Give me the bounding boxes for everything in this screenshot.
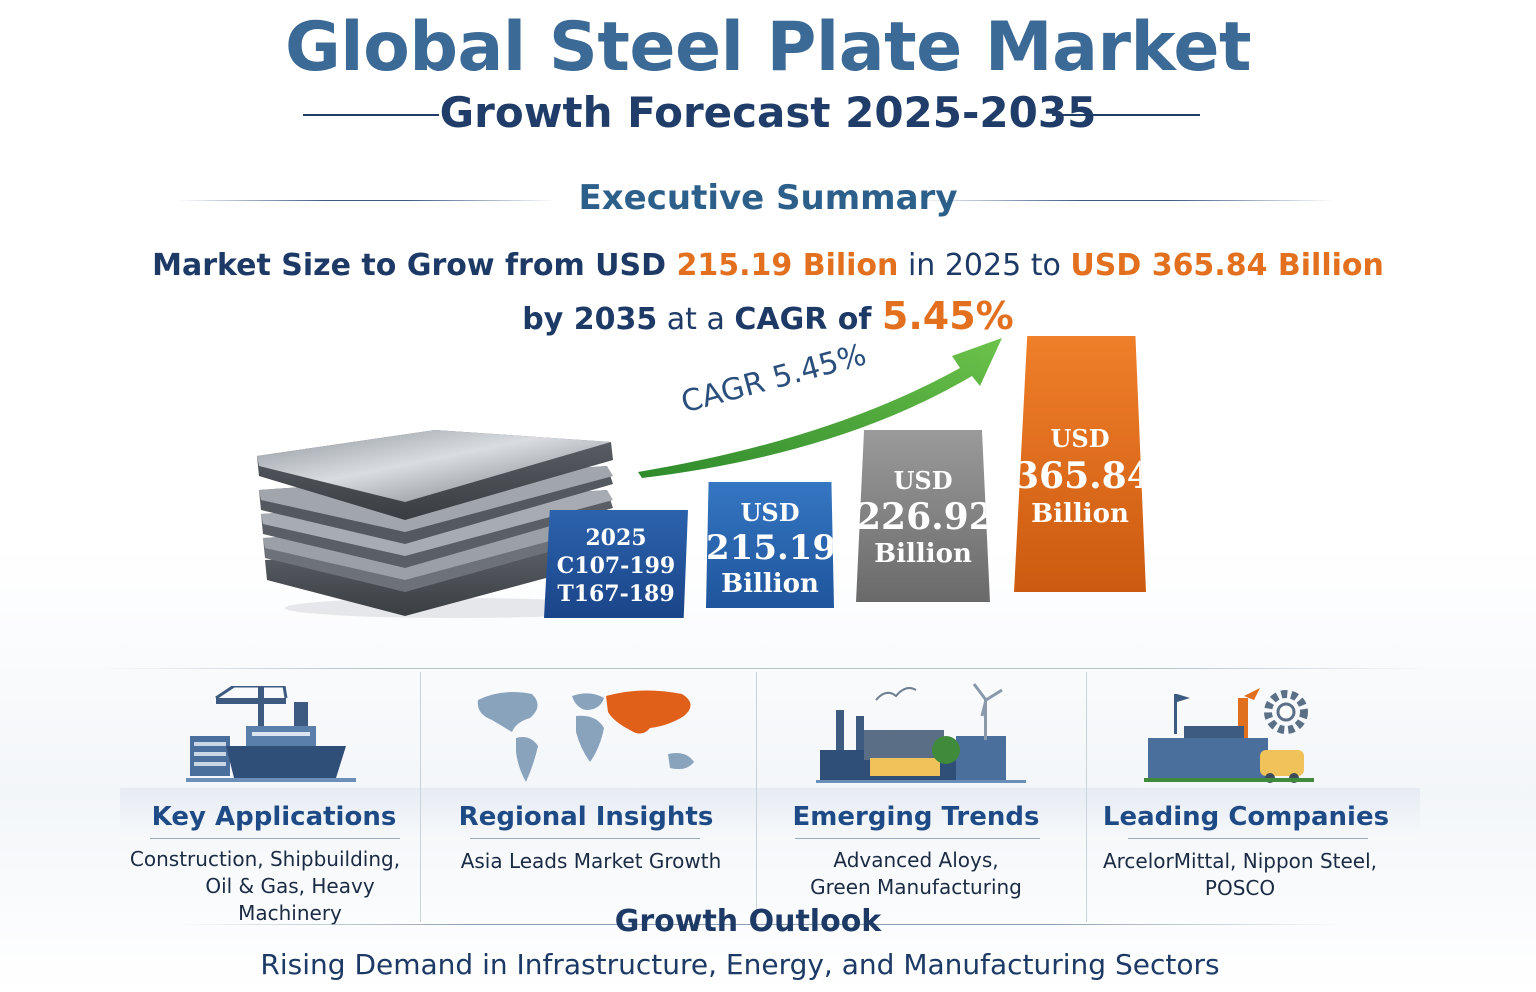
bar-label: USD <box>740 498 800 527</box>
bar-usd-365: USD 365.84 Billion <box>1014 336 1146 592</box>
bar-2025-range: 2025 C107-199 T167-189 <box>544 510 688 618</box>
summary-rule-right <box>915 200 1335 201</box>
bar-label: 2025 <box>585 525 647 551</box>
factory-wind-icon <box>816 680 1026 784</box>
summary-rule-left <box>176 200 556 201</box>
column-text-line: Advanced Aloys, <box>833 848 999 872</box>
column-text-line: POSCO <box>1204 876 1276 900</box>
outlook-text: Rising Demand in Infrastructure, Energy,… <box>260 948 1220 981</box>
summary-value-2035: USD 365.84 Billion <box>1070 248 1384 283</box>
summary-headline-line1: Market Size to Grow from USD 215.19 Bili… <box>0 248 1536 283</box>
outlook-rule <box>180 924 1340 925</box>
world-map-icon <box>472 686 712 786</box>
summary-cagr-value: 5.45% <box>881 294 1014 338</box>
column-text-line: Construction, Shipbuilding, <box>129 847 401 871</box>
summary-text: at a <box>657 302 735 337</box>
column-title-underline <box>150 838 400 839</box>
column-title-regional-insights: Regional Insights <box>458 802 714 832</box>
outlook-title: Growth Outlook <box>614 904 882 939</box>
column-title-emerging-trends: Emerging Trends <box>792 802 1040 832</box>
bar-label: Billion <box>874 539 972 569</box>
column-text: Asia Leads Market Growth <box>436 848 746 875</box>
bottom-top-rule <box>100 668 1430 669</box>
summary-text: Market Size to Grow from USD <box>152 248 677 283</box>
bar-label: Billion <box>721 569 819 599</box>
page-title: Global Steel Plate Market <box>284 8 1252 87</box>
column-text-line: Oil & Gas, Heavy Machinery <box>205 874 375 925</box>
bar-label: T167-189 <box>557 581 675 607</box>
column-text-line: Asia Leads Market Growth <box>460 849 722 873</box>
column-text: ArcelorMittal, Nippon Steel, POSCO <box>1090 848 1390 902</box>
bar-label: C107-199 <box>556 553 676 579</box>
column-text-line: Green Manufacturing <box>810 875 1022 899</box>
bar-usd-226: USD 226.92 Billion <box>856 430 990 602</box>
column-title-leading-companies: Leading Companies <box>1102 802 1390 832</box>
ship-port-icon <box>186 684 356 784</box>
section-title-executive-summary: Executive Summary <box>578 178 958 218</box>
bar-label: USD <box>893 466 953 495</box>
bar-label: USD <box>1050 424 1110 453</box>
subtitle-rule-right <box>1052 114 1200 116</box>
bar-value: 365.84 <box>1014 455 1152 497</box>
summary-value-2025: 215.19 Bilion <box>676 248 899 283</box>
column-divider <box>756 672 757 922</box>
column-title-underline <box>1128 838 1368 839</box>
summary-text: by 2035 <box>522 302 658 337</box>
bar-label: Billion <box>1031 499 1129 529</box>
summary-headline-line2: by 2035 at a CAGR of 5.45% <box>0 294 1536 338</box>
bar-value: 215.19 <box>706 528 837 568</box>
column-title-underline <box>470 838 700 839</box>
column-title-underline <box>795 838 1040 839</box>
summary-text: CAGR of <box>734 302 882 337</box>
industry-gear-icon <box>1144 686 1324 784</box>
column-text-line: ArcelorMittal, Nippon Steel, <box>1102 849 1378 873</box>
column-divider <box>1086 672 1087 922</box>
bar-value: 226.92 <box>856 496 994 538</box>
column-text: Construction, Shipbuilding, Oil & Gas, H… <box>120 846 420 927</box>
bar-usd-215: USD 215.19 Billion <box>706 482 834 608</box>
growth-arrow-icon <box>630 330 1010 480</box>
column-divider <box>420 672 421 922</box>
steel-plates-icon <box>255 420 625 620</box>
column-title-band <box>120 788 1420 834</box>
column-title-key-applications: Key Applications <box>151 802 397 832</box>
page-subtitle: Growth Forecast 2025-2035 <box>439 88 1097 137</box>
column-text: Advanced Aloys, Green Manufacturing <box>776 847 1096 901</box>
summary-text: in 2025 to <box>898 248 1071 283</box>
subtitle-rule-left <box>303 114 439 116</box>
